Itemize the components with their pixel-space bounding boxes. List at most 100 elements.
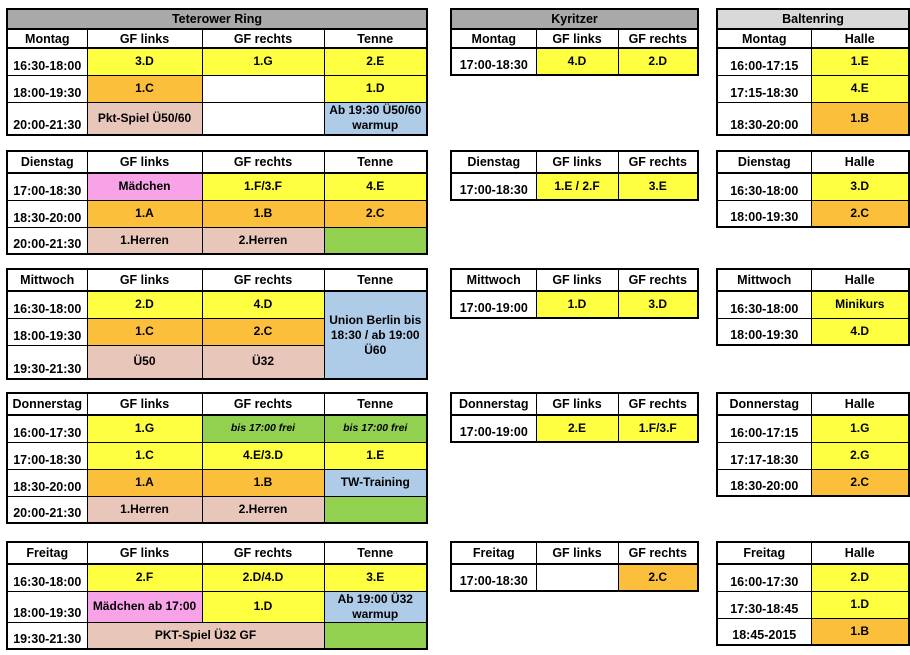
column-header: GF links bbox=[535, 268, 619, 292]
column-header: Halle bbox=[810, 150, 910, 174]
schedule-cell: 1.Herren bbox=[86, 226, 203, 255]
kyritzer-mittwoch-table: Mittwoch GF links GF rechts 17:00-19:00 1.D 3… bbox=[450, 268, 699, 319]
column-header: GF links bbox=[86, 268, 203, 292]
schedule-cell: 4.E bbox=[323, 172, 428, 201]
schedule-cell bbox=[535, 563, 619, 592]
schedule-cell: 1.E bbox=[323, 441, 428, 470]
column-header: GF rechts bbox=[617, 541, 699, 565]
day-header: Donnerstag bbox=[6, 392, 88, 416]
column-header: Halle bbox=[810, 392, 910, 416]
schedule-cell: 1.E bbox=[810, 47, 910, 76]
venue-title: Teterower Ring bbox=[6, 8, 428, 30]
schedule-cell: Ab 19:30 Ü50/60 warmup bbox=[323, 101, 428, 136]
column-header: GF links bbox=[535, 28, 619, 49]
column-header: GF links bbox=[535, 392, 619, 416]
schedule-cell: Ü32 bbox=[201, 344, 325, 380]
kyritzer-donnerstag-table: Donnerstag GF links GF rechts 17:00-19:00 2.… bbox=[450, 392, 699, 443]
column-header: GF rechts bbox=[201, 28, 325, 49]
column-header: GF links bbox=[86, 28, 203, 49]
column-header: GF rechts bbox=[617, 150, 699, 174]
day-header: Montag bbox=[6, 28, 88, 49]
time-cell: 18:30-20:00 bbox=[716, 468, 812, 497]
column-header: Tenne bbox=[323, 150, 428, 174]
day-header: Montag bbox=[716, 28, 812, 49]
schedule-cell: 2.G bbox=[810, 441, 910, 470]
time-cell: 20:00-21:30 bbox=[6, 495, 88, 524]
schedule-cell: 3.D bbox=[86, 47, 203, 76]
schedule-cell: 1.G bbox=[201, 47, 325, 76]
column-header: GF rechts bbox=[617, 28, 699, 49]
column-header: GF rechts bbox=[617, 268, 699, 292]
schedule-cell: 2.Herren bbox=[201, 226, 325, 255]
schedule-cell: 1.D bbox=[201, 590, 325, 623]
time-cell: 17:00-19:00 bbox=[450, 290, 537, 319]
schedule-cell: 1.Herren bbox=[86, 495, 203, 524]
schedule-cell: Mädchen bbox=[86, 172, 203, 201]
time-cell: 16:00-17:15 bbox=[716, 47, 812, 76]
time-cell: 17:00-19:00 bbox=[450, 414, 537, 443]
schedule-cell: 4.D bbox=[535, 47, 619, 76]
column-header: GF rechts bbox=[201, 150, 325, 174]
time-cell: 18:30-20:00 bbox=[6, 199, 88, 228]
time-cell: 17:00-18:30 bbox=[450, 563, 537, 592]
schedule-cell: 1.C bbox=[86, 317, 203, 346]
day-header: Mittwoch bbox=[450, 268, 537, 292]
schedule-cell: 4.D bbox=[201, 290, 325, 319]
time-cell: 16:00-17:30 bbox=[716, 563, 812, 592]
schedule-cell: bis 17:00 frei bbox=[201, 414, 325, 443]
schedule-cell: 2.C bbox=[810, 468, 910, 497]
schedule-cell: 4.E/3.D bbox=[201, 441, 325, 470]
day-header: Donnerstag bbox=[450, 392, 537, 416]
schedule-cell: 1.A bbox=[86, 199, 203, 228]
schedule-cell: Union Berlin bis 18:30 / ab 19:00 Ü60 bbox=[323, 290, 428, 380]
schedule-cell: 2.C bbox=[323, 199, 428, 228]
column-header: Tenne bbox=[323, 268, 428, 292]
column-header: Halle bbox=[810, 28, 910, 49]
day-header: Donnerstag bbox=[716, 392, 812, 416]
time-cell: 18:00-19:30 bbox=[716, 317, 812, 346]
schedule-cell: Minikurs bbox=[810, 290, 910, 319]
time-cell: 17:00-18:30 bbox=[6, 441, 88, 470]
kyritzer-montag-table: Kyritzer Montag GF links GF rechts 17:00-18:… bbox=[450, 8, 699, 76]
time-cell: 16:30-18:00 bbox=[716, 290, 812, 319]
schedule-cell bbox=[201, 74, 325, 103]
schedule-cell: 1.F/3.F bbox=[201, 172, 325, 201]
day-header: Mittwoch bbox=[716, 268, 812, 292]
venue-title: Baltenring bbox=[716, 8, 910, 30]
schedule-cell: 2.E bbox=[535, 414, 619, 443]
schedule-cell: 1.G bbox=[810, 414, 910, 443]
time-cell: 19:30-21:30 bbox=[6, 621, 88, 650]
day-header: Freitag bbox=[6, 541, 88, 565]
time-cell: 18:00-19:30 bbox=[6, 590, 88, 623]
baltenring-dienstag-table: Dienstag Halle 16:30-18:00 3.D 18:00-19:30 2.… bbox=[716, 150, 910, 228]
time-cell: 17:00-18:30 bbox=[450, 172, 537, 201]
day-header: Freitag bbox=[450, 541, 537, 565]
schedule-cell: Ü50 bbox=[86, 344, 203, 380]
column-header: GF links bbox=[86, 392, 203, 416]
schedule-cell: 3.D bbox=[617, 290, 699, 319]
schedule-cell: 4.E bbox=[810, 74, 910, 103]
time-cell: 16:30-18:00 bbox=[6, 47, 88, 76]
baltenring-donnerstag-table: Donnerstag Halle 16:00-17:15 1.G 17:17-18:30… bbox=[716, 392, 910, 497]
column-header: GF links bbox=[535, 541, 619, 565]
day-header: Freitag bbox=[716, 541, 812, 565]
column-header: GF rechts bbox=[201, 268, 325, 292]
schedule-cell: 1.D bbox=[323, 74, 428, 103]
schedule-cell: 2.D bbox=[617, 47, 699, 76]
time-cell: 18:00-19:30 bbox=[6, 74, 88, 103]
time-cell: 17:15-18:30 bbox=[716, 74, 812, 103]
time-cell: 20:00-21:30 bbox=[6, 226, 88, 255]
schedule-cell: 1.A bbox=[86, 468, 203, 497]
time-cell: 17:00-18:30 bbox=[6, 172, 88, 201]
column-header: Halle bbox=[810, 541, 910, 565]
day-header: Mittwoch bbox=[6, 268, 88, 292]
schedule-cell: 3.E bbox=[617, 172, 699, 201]
time-cell: 18:00-19:30 bbox=[716, 199, 812, 228]
time-cell: 16:00-17:30 bbox=[6, 414, 88, 443]
column-header: Tenne bbox=[323, 28, 428, 49]
kyritzer-dienstag-table: Dienstag GF links GF rechts 17:00-18:30 1.E … bbox=[450, 150, 699, 201]
schedule-cell: 2.D bbox=[810, 563, 910, 592]
schedule-cell: 3.D bbox=[810, 172, 910, 201]
schedule-cell: 2.F bbox=[86, 563, 203, 592]
schedule-cell: 1.D bbox=[535, 290, 619, 319]
